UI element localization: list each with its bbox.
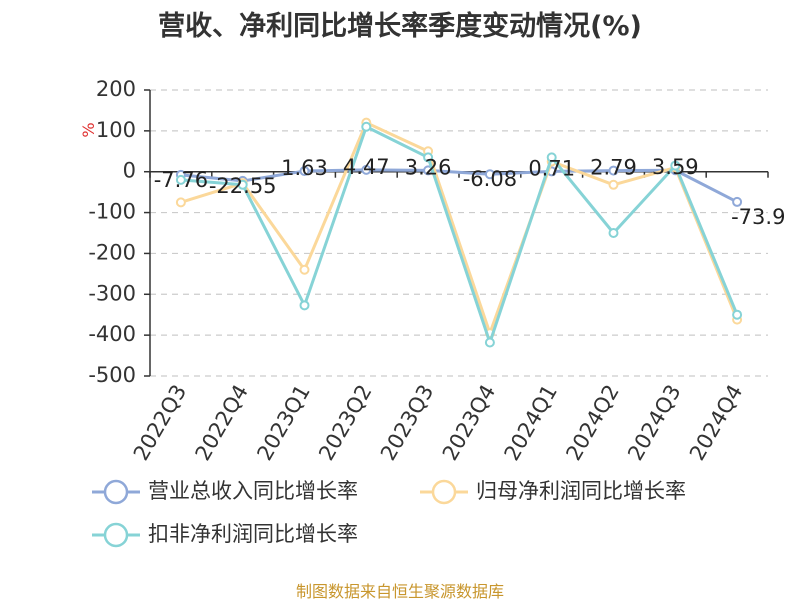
x-tick-label: 2022Q4 <box>191 381 253 465</box>
x-tick-label: 2024Q3 <box>623 381 685 465</box>
legend-label: 营业总收入同比增长率 <box>148 479 358 503</box>
chart-title: 营收、净利同比增长率季度变动情况(%) <box>158 11 642 42</box>
series-1-point <box>299 166 310 177</box>
x-tick-label: 2024Q2 <box>561 381 623 465</box>
legend-marker-icon <box>103 479 129 505</box>
data-label: -22.55 <box>209 174 277 198</box>
data-label: 0.71 <box>528 156 575 180</box>
series-3-point <box>546 152 557 163</box>
y-tick-label: 100 <box>96 118 136 142</box>
x-tick-label: 2024Q4 <box>685 381 747 465</box>
series-3-point <box>299 300 310 311</box>
series-line-2 <box>180 121 739 335</box>
legend-item-3: 扣非净利润同比增长率 <box>92 522 358 548</box>
y-tick-label: -400 <box>88 322 136 346</box>
series-3-point <box>484 337 495 348</box>
series-1-point <box>361 164 372 175</box>
y-tick-label: -300 <box>88 281 136 305</box>
y-tick-label: 200 <box>96 77 136 101</box>
x-tick-label: 2023Q2 <box>314 381 376 465</box>
grid-lines <box>150 89 768 377</box>
data-labels: -7.76 -22.551.63 4.47 3.26 -6.08 0.71 2.79 3.59… <box>154 155 786 229</box>
series-2-point <box>299 264 310 275</box>
data-label: -7.76 <box>154 168 208 192</box>
data-label: -6.08 <box>463 167 517 191</box>
legend-marker-icon <box>103 522 129 548</box>
x-tick-label: 2022Q3 <box>129 381 191 465</box>
series-2-point <box>608 179 619 190</box>
y-tick-label: -200 <box>88 240 136 264</box>
series-3-point <box>237 179 248 190</box>
series-lines <box>175 117 743 348</box>
series-line-1 <box>180 168 738 204</box>
legend-marker-icon <box>431 479 457 505</box>
y-tick-label: 0 <box>123 159 136 183</box>
data-label: 4.47 <box>343 155 390 179</box>
x-tick-label: 2023Q4 <box>438 381 500 465</box>
y-axis-label: % <box>79 122 98 137</box>
legend-label: 归母净利润同比增长率 <box>476 479 686 503</box>
data-label: 1.63 <box>281 156 328 180</box>
series-line-3 <box>180 125 739 344</box>
data-label: 3.59 <box>652 155 699 179</box>
legend-item-2: 归母净利润同比增长率 <box>420 479 686 505</box>
series-3-point <box>423 152 434 163</box>
data-source-note: 制图数据来自恒生聚源数据库 <box>295 582 504 601</box>
data-label: 3.26 <box>405 155 452 179</box>
x-tick-label: 2023Q1 <box>252 381 314 465</box>
series-2-point <box>175 197 186 208</box>
series-3-point <box>732 309 743 320</box>
series-1-point <box>732 196 743 207</box>
legend-label: 扣非净利润同比增长率 <box>148 522 358 546</box>
series-3-point <box>670 160 681 171</box>
y-tick-label: -500 <box>88 363 136 387</box>
legend-item-1: 营业总收入同比增长率 <box>92 479 358 505</box>
x-tick-label: 2024Q1 <box>500 381 562 465</box>
x-tick-label: 2023Q3 <box>376 380 438 464</box>
series-3-point <box>175 174 186 185</box>
series-3-point <box>361 121 372 132</box>
data-label: -73.9 <box>731 205 785 229</box>
data-label: 2.79 <box>590 156 637 180</box>
series-1-point <box>608 165 619 176</box>
series-1-point <box>484 169 495 180</box>
series-3-point <box>608 228 619 238</box>
y-tick-label: -100 <box>88 200 136 224</box>
